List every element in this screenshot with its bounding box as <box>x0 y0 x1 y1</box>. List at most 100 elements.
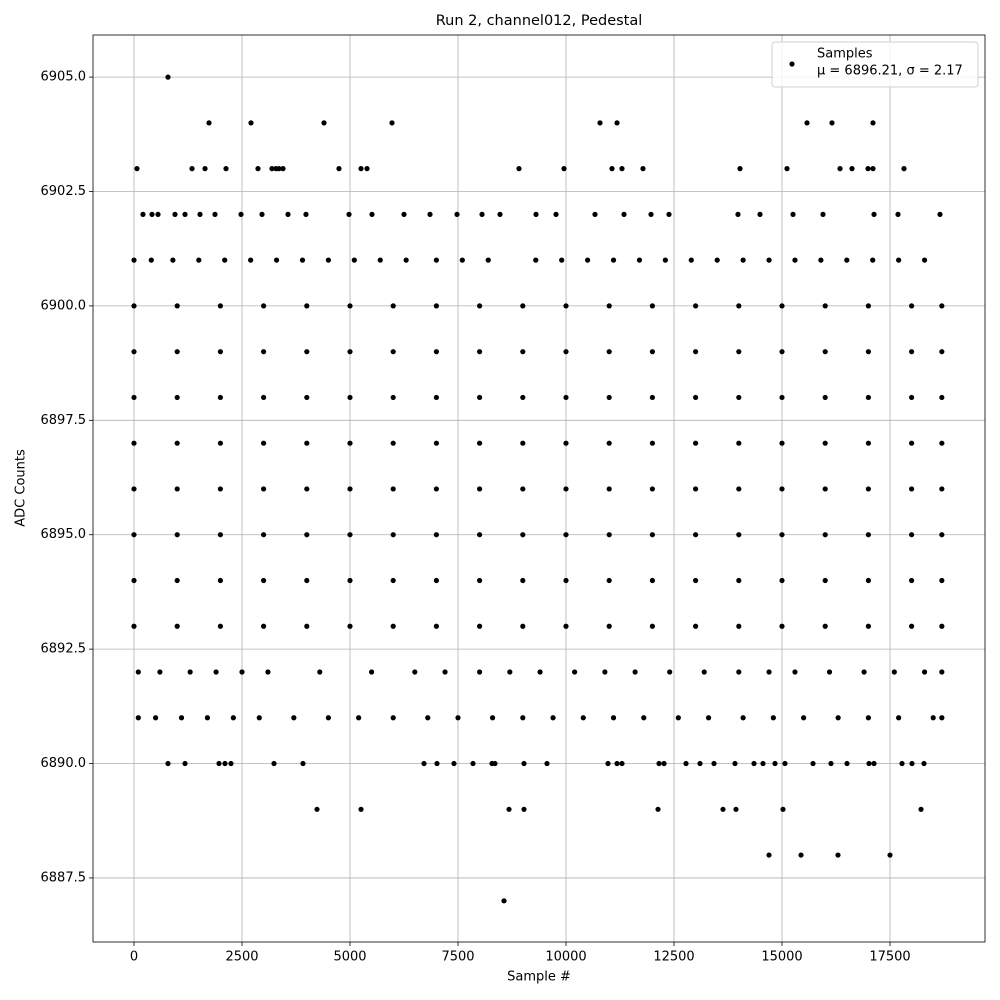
y-tick-label: 6902.5 <box>41 184 87 199</box>
data-point <box>228 760 234 767</box>
data-point <box>217 349 223 355</box>
data-point <box>174 349 180 355</box>
data-point <box>347 623 353 629</box>
data-point <box>238 211 244 217</box>
data-point <box>470 760 476 767</box>
data-point <box>433 486 439 492</box>
data-point <box>732 760 738 767</box>
data-point <box>260 577 267 584</box>
data-point <box>614 760 620 767</box>
data-point <box>269 166 275 172</box>
data-point <box>165 74 171 80</box>
data-point <box>822 349 828 355</box>
data-point <box>585 257 591 263</box>
data-point <box>720 806 726 812</box>
data-point <box>304 623 310 629</box>
data-point <box>619 760 625 767</box>
data-point <box>497 211 503 217</box>
data-point <box>835 715 841 721</box>
data-point <box>779 623 785 629</box>
data-point <box>260 303 267 309</box>
data-point <box>347 440 353 446</box>
data-point <box>520 715 526 721</box>
x-tick-label: 12500 <box>653 950 694 965</box>
data-point <box>421 760 427 767</box>
data-point <box>521 806 527 812</box>
data-point <box>736 440 742 446</box>
data-point <box>849 166 855 172</box>
data-point <box>390 303 396 309</box>
data-point <box>820 211 826 217</box>
data-point <box>206 120 212 126</box>
data-point <box>865 577 872 584</box>
data-point <box>649 394 656 401</box>
data-point <box>736 303 742 309</box>
data-point <box>921 760 927 767</box>
data-point <box>909 486 915 492</box>
legend-box <box>771 41 979 88</box>
data-point <box>939 715 945 721</box>
data-point <box>667 669 673 675</box>
data-point <box>693 349 699 355</box>
data-point <box>182 760 188 767</box>
data-point <box>521 760 527 767</box>
y-tick-label: 6887.5 <box>41 870 87 885</box>
data-point <box>810 760 816 767</box>
data-point <box>520 623 526 629</box>
data-point <box>260 623 267 629</box>
data-point <box>347 394 353 401</box>
data-point <box>520 303 526 309</box>
data-point <box>649 532 656 538</box>
data-point <box>131 532 137 538</box>
data-point <box>804 120 810 126</box>
data-point <box>939 532 945 538</box>
data-point <box>675 715 681 721</box>
data-point <box>736 532 742 538</box>
data-point <box>346 211 352 217</box>
data-point <box>152 715 159 721</box>
data-point <box>321 120 327 126</box>
data-point <box>779 349 785 355</box>
data-point <box>597 120 603 126</box>
data-point <box>871 760 877 767</box>
data-point <box>818 257 824 263</box>
data-point <box>425 715 431 721</box>
data-point <box>347 577 353 584</box>
data-point <box>433 257 439 263</box>
data-point <box>736 577 742 584</box>
data-point <box>364 166 370 172</box>
data-point <box>325 715 331 721</box>
data-point <box>649 486 656 492</box>
data-point <box>649 349 656 355</box>
data-point <box>822 440 828 446</box>
data-point <box>273 257 280 263</box>
data-point <box>248 120 254 126</box>
data-point <box>434 760 440 767</box>
y-tick-label: 6890.0 <box>41 756 87 771</box>
data-point <box>347 303 353 309</box>
data-point <box>693 303 699 309</box>
data-point <box>304 532 310 538</box>
data-point <box>217 532 223 538</box>
data-point <box>606 532 612 538</box>
data-point <box>592 211 598 217</box>
data-point <box>792 257 798 263</box>
data-point <box>390 486 396 492</box>
data-point <box>760 760 766 767</box>
data-point <box>683 760 689 767</box>
data-point <box>757 211 763 217</box>
data-point <box>476 577 483 584</box>
data-point <box>822 577 828 584</box>
data-point <box>304 486 310 492</box>
data-point <box>550 715 556 721</box>
data-point <box>433 440 439 446</box>
data-point <box>779 394 785 401</box>
data-point <box>459 257 465 263</box>
data-point <box>476 303 483 309</box>
data-point <box>740 257 746 263</box>
data-point <box>390 394 396 401</box>
x-tick-label: 0 <box>130 950 138 965</box>
data-point <box>780 806 786 812</box>
data-point <box>735 211 741 217</box>
data-point <box>433 303 439 309</box>
